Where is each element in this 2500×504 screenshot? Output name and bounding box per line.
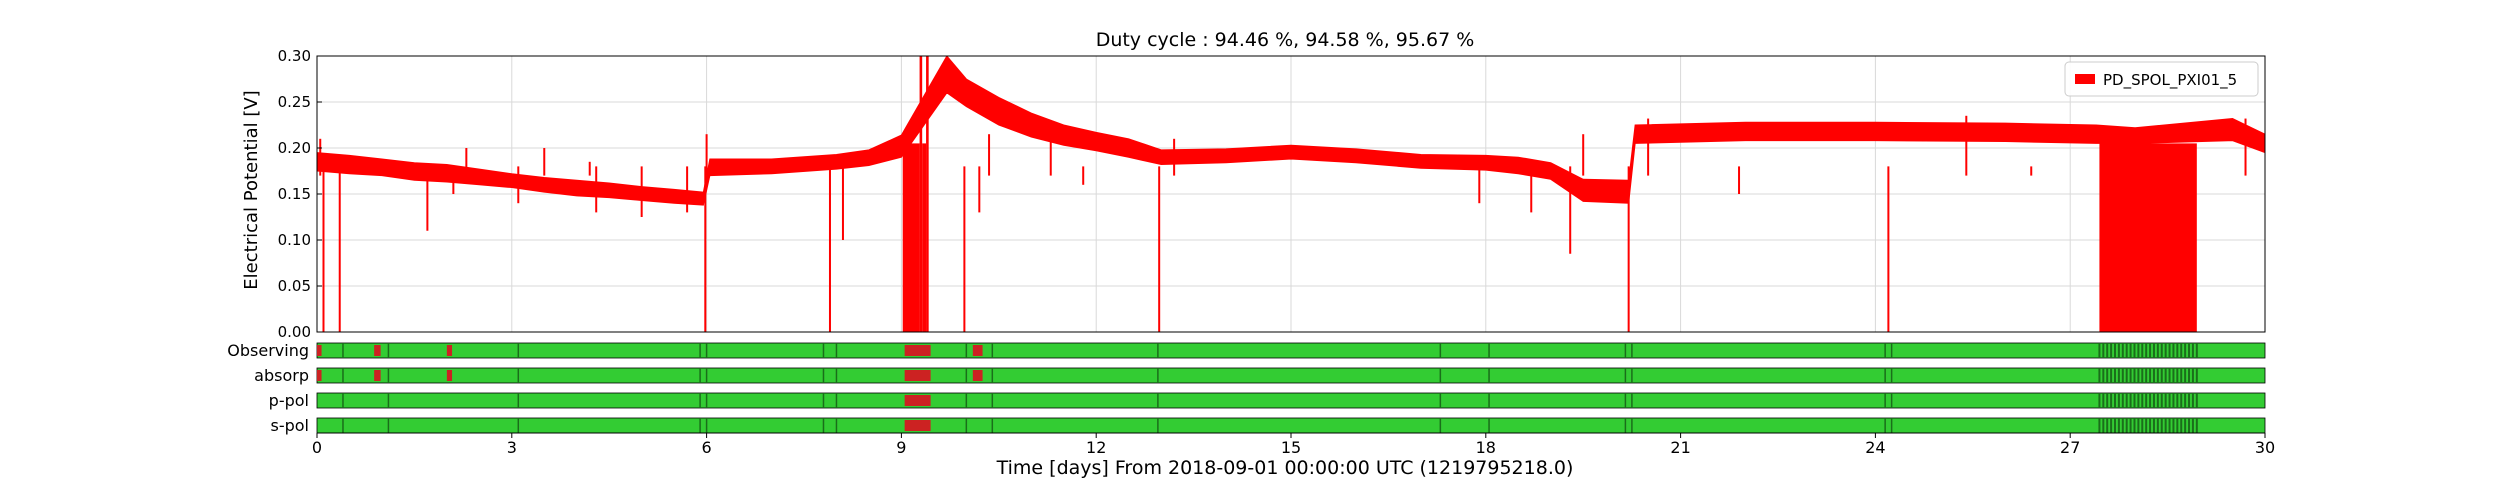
y-axis-label: Electrical Potential [V] [241,90,262,289]
series-drop-block [2099,143,2197,332]
x-tick-label: 27 [2060,438,2080,457]
state-inactive-segment [446,370,453,381]
x-tick-label: 6 [702,438,712,457]
plot-area [317,56,2265,332]
state-track-absorp [316,367,2266,384]
x-tick-label: 15 [1281,438,1301,457]
x-tick-label: 12 [1086,438,1106,457]
state-inactive-segment [972,345,983,356]
y-tick-label: 0.30 [278,47,311,65]
y-tick-label: 0.10 [278,231,311,249]
state-inactive-segment [904,345,931,356]
x-tick-label: 30 [2255,438,2275,457]
series-envelope [317,56,2265,206]
y-tick-label: 0.00 [278,323,311,341]
state-track-label: p-pol [269,391,309,410]
legend-swatch [2075,74,2095,84]
y-tick-label: 0.25 [278,93,311,111]
y-tick-label: 0.05 [278,277,311,295]
legend-entry: PD_SPOL_PXI01_5 [2103,71,2237,90]
legend-frame [2064,61,2259,97]
state-inactive-segment [446,345,453,356]
state-track-s-pol [316,417,2266,434]
x-tick-label: 3 [507,438,517,457]
state-inactive-segment [374,370,381,381]
state-inactive-segment [904,370,931,381]
x-tick-label: 18 [1476,438,1496,457]
y-tick-label: 0.20 [278,139,311,157]
state-track-label: Observing [227,341,309,360]
axes: 0.00 0.05 0.10 0.15 0.20 0.25 0.30 [278,47,2266,341]
state-inactive-segment [904,395,931,406]
series-drop-block [902,143,920,332]
chart-legend: PD_SPOL_PXI01_5 [2064,61,2259,97]
x-tick-label: 0 [312,438,322,457]
state-track-p-pol [316,392,2266,409]
state-inactive-segment [317,345,322,356]
chart-title: Duty cycle : 94.46 %, 94.58 %, 95.67 % [1096,29,1475,51]
state-inactive-segment [972,370,983,381]
state-inactive-segment [904,420,931,431]
state-track-label: s-pol [271,416,310,435]
x-tick-label: 24 [1865,438,1885,457]
x-tick-label: 9 [896,438,906,457]
x-axis-label: Time [days] From 2018-09-01 00:00:00 UTC… [996,457,1574,479]
state-inactive-segment [317,370,322,381]
series-saturation-block [919,56,923,332]
state-track-label: absorp [254,366,309,385]
state-inactive-segment [374,345,381,356]
series-saturation-block [926,56,929,332]
y-tick-label: 0.15 [278,185,311,203]
series-drop-block [922,143,927,332]
state-track-Observing [316,342,2266,359]
x-tick-label: 21 [1670,438,1690,457]
